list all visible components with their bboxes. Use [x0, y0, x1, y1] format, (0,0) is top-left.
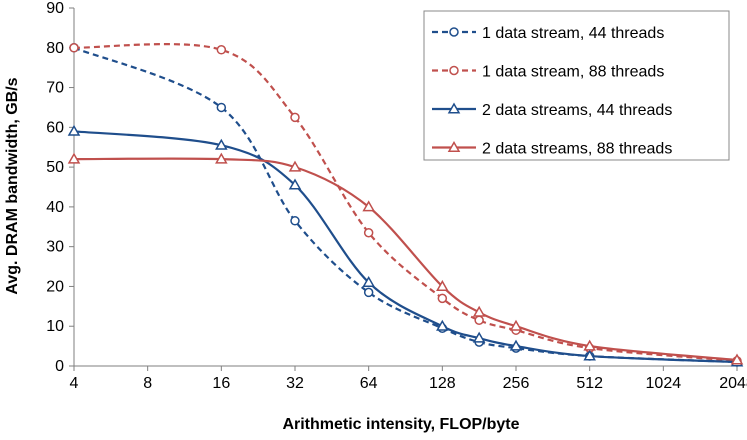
data-point [363, 227, 374, 238]
data-point [730, 353, 744, 365]
data-point [437, 293, 448, 304]
y-tick-label: 90 [46, 0, 64, 17]
data-point [288, 160, 302, 172]
legend-item: 1 data stream, 88 threads [432, 64, 664, 81]
y-tick-label: 80 [46, 40, 64, 57]
y-tick-label: 70 [46, 80, 64, 97]
data-point [474, 315, 484, 326]
x-tick-label: 8 [143, 375, 152, 392]
series-layer [67, 43, 744, 367]
data-point [362, 200, 375, 212]
x-tick-label: 128 [429, 375, 456, 392]
y-tick-label: 20 [46, 278, 64, 295]
y-tick-label: 40 [46, 199, 64, 216]
x-tick-label: 2048 [719, 375, 747, 392]
data-point [363, 287, 374, 298]
legend-label: 2 data streams, 88 threads [482, 141, 672, 158]
x-tick-label: 256 [503, 375, 530, 392]
legend-box [423, 10, 730, 161]
y-tick-label: 0 [55, 358, 64, 375]
legend-item: 2 data streams, 44 threads [432, 102, 672, 119]
axes: 0 10 20 30 40 50 60 70 80 90 4 8 16 32 64 128 256 512 1024… [46, 0, 747, 392]
legend-label: 1 data stream, 88 threads [482, 64, 664, 81]
x-tick-label: 16 [212, 375, 230, 392]
data-point [509, 339, 523, 351]
y-tick-label: 30 [46, 239, 64, 256]
y-tick-label: 10 [46, 318, 64, 335]
y-tick-label: 60 [46, 119, 64, 136]
data-point [69, 43, 79, 53]
data-point [290, 112, 300, 123]
x-tick-label: 64 [360, 375, 378, 392]
data-point [290, 216, 300, 226]
legend-marker [447, 102, 461, 114]
data-point [362, 275, 375, 287]
data-point [288, 178, 302, 190]
legend-marker [447, 140, 461, 152]
data-point [215, 152, 228, 164]
x-tick-label: 1024 [646, 375, 682, 392]
data-point [216, 45, 227, 55]
x-axis-title: Arithmetic intensity, FLOP/byte [282, 416, 519, 433]
legend-item: 2 data streams, 88 threads [432, 141, 672, 158]
data-point [509, 319, 523, 331]
legend-marker [449, 65, 459, 76]
x-tick-label: 4 [70, 375, 79, 392]
data-point [472, 331, 486, 343]
legend-label: 1 data stream, 44 threads [482, 25, 664, 42]
series-4 [67, 152, 744, 365]
legend: 1 data stream, 44 threads 1 data stream, … [423, 10, 730, 161]
y-tick-label: 50 [46, 159, 64, 176]
series-line [73, 157, 738, 362]
data-point [583, 349, 596, 361]
series-line [73, 43, 738, 362]
x-tick-label: 512 [576, 375, 603, 392]
y-axis-title: Avg. DRAM bandwidth, GB/s [4, 77, 21, 294]
data-point [436, 319, 449, 331]
data-point [215, 138, 228, 150]
x-tick-label: 32 [286, 375, 304, 392]
data-point [472, 305, 486, 317]
data-point [436, 279, 449, 291]
data-point [67, 152, 81, 164]
series-line [73, 130, 738, 364]
data-point [583, 339, 596, 351]
legend-item: 1 data stream, 44 threads [432, 25, 664, 42]
legend-marker [449, 27, 459, 37]
series-3 [67, 124, 744, 367]
legend-label: 2 data streams, 44 threads [482, 102, 672, 119]
data-point [216, 102, 227, 113]
data-point [67, 124, 81, 136]
